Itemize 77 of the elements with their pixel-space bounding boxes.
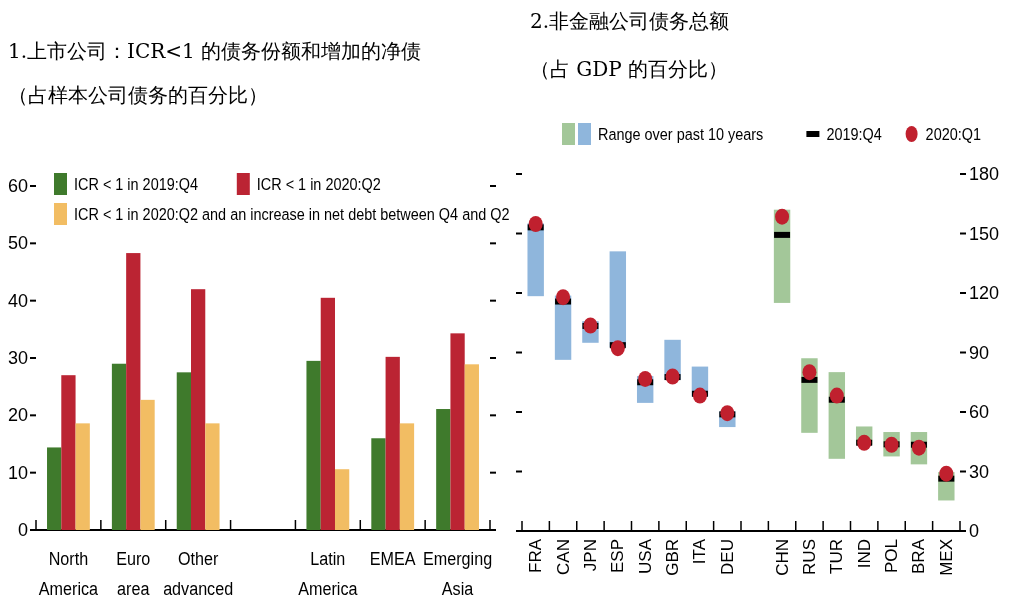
bar: [320, 297, 335, 530]
bar: [334, 469, 350, 530]
bar: [47, 447, 62, 530]
y-tick-label: 120: [969, 283, 1000, 303]
legend-label: ICR < 1 in 2019:Q4: [74, 174, 199, 194]
bar: [111, 363, 127, 530]
x-tick-label: FRA: [526, 538, 546, 573]
bar: [464, 364, 479, 530]
x-tick-label: POL: [882, 539, 902, 574]
x-tick-label: Other advanced: [163, 547, 234, 600]
bar: [191, 289, 206, 530]
legend-label: 2020:Q1: [925, 124, 981, 144]
x-tick-label: CAN: [553, 539, 573, 575]
chart-title: 2.非金融公司债务总额: [530, 9, 730, 33]
x-tick-label: DEU: [717, 539, 737, 575]
y-tick-label: 0: [17, 520, 28, 540]
point: [829, 387, 844, 404]
x-tick-label: Emerging Asia: [423, 547, 493, 600]
point: [939, 465, 954, 482]
bar: [61, 375, 76, 530]
x-tick-label: RUS: [799, 539, 819, 575]
chart-subtitle: （占样本公司债务的百分比）: [8, 83, 268, 107]
point: [802, 364, 817, 381]
bar: [140, 399, 155, 530]
x-tick-label: USA: [635, 538, 655, 574]
point: [720, 405, 735, 422]
x-tick-label: IND: [854, 539, 874, 569]
legend-label: ICR < 1 in 2020:Q2: [256, 174, 381, 194]
bar: [399, 423, 415, 530]
x-tick-label: JPN: [580, 539, 600, 572]
x-tick-label: GBR: [663, 539, 683, 576]
point: [528, 215, 543, 232]
x-tick-label: MEX: [936, 539, 956, 576]
point: [692, 387, 707, 404]
x-tick-label: TUR: [827, 539, 847, 574]
bar: [385, 356, 400, 530]
y-tick-label: 180: [969, 164, 1000, 184]
chart-title: 1.上市公司：ICR<1 的债务份额和增加的净债: [8, 39, 422, 63]
x-tick-label: Latin America: [298, 547, 358, 600]
bar: [205, 423, 220, 530]
point: [610, 340, 625, 357]
y-tick-label: 150: [969, 223, 1000, 244]
point: [665, 368, 680, 385]
y-tick-label: 30: [7, 348, 28, 368]
y-tick-label: 0: [969, 521, 980, 541]
point: [884, 436, 899, 453]
bar: [176, 372, 192, 530]
point: [857, 434, 872, 451]
y-tick-label: 10: [7, 462, 28, 483]
bar: [306, 360, 321, 530]
x-tick-label: ITA: [690, 538, 710, 565]
y-tick-label: 20: [7, 405, 28, 426]
bar: [75, 423, 90, 530]
y-tick-label: 40: [7, 290, 28, 311]
bar: [450, 333, 465, 530]
x-tick-label: ESP: [608, 539, 628, 574]
legend-label: 2019:Q4: [826, 124, 883, 144]
x-tick-label: North America: [38, 547, 99, 600]
y-tick-label: 90: [969, 342, 990, 363]
bar: [436, 409, 451, 530]
bar: [126, 253, 141, 530]
x-tick-label: Euro area: [116, 547, 151, 600]
y-tick-label: 50: [7, 233, 28, 254]
bar: [371, 438, 386, 530]
x-tick-label: BRA: [909, 538, 929, 574]
y-tick-label: 30: [969, 461, 990, 482]
x-tick-label: EMEA: [369, 547, 416, 570]
legend-label: Range over past 10 years: [598, 124, 764, 144]
point: [556, 289, 571, 306]
point: [638, 370, 653, 387]
y-tick-label: 60: [7, 176, 28, 196]
legend-label: ICR < 1 in 2020:Q2 and an increase in net debt between Q4 and Q2: [74, 204, 510, 224]
point: [583, 317, 598, 334]
x-tick-label: CHN: [772, 539, 792, 576]
chart-subtitle: （占 GDP 的百分比）: [530, 57, 729, 81]
y-tick-label: 60: [969, 402, 990, 422]
point: [775, 208, 790, 225]
